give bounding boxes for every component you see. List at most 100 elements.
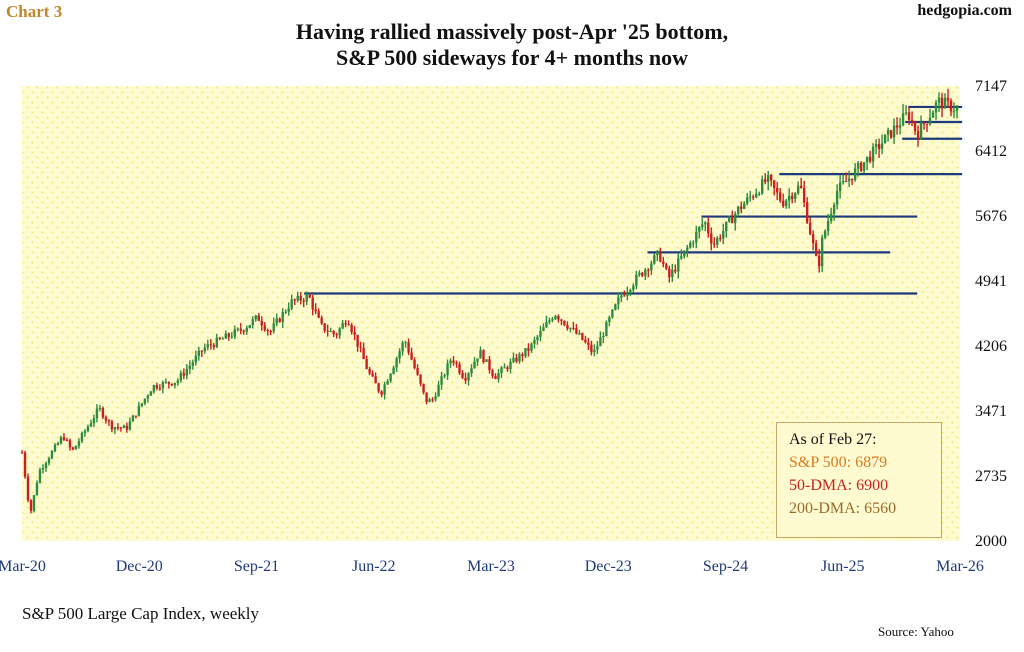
down-bar [368,366,371,376]
price-bars [20,88,959,514]
down-bar [125,422,129,433]
up-bar [919,115,923,140]
up-bar [230,332,233,339]
down-bar [212,343,215,350]
up-bar [545,315,548,328]
up-bar [767,170,770,191]
up-bar [251,316,254,329]
up-bar [569,327,572,333]
down-bar [182,368,186,380]
down-bar [707,216,710,238]
down-bar [665,262,668,271]
down-bar [859,161,863,173]
up-bar [737,205,740,217]
up-bar [716,236,719,249]
down-bar [317,308,320,319]
up-bar [952,102,956,119]
down-bar [584,335,587,344]
down-bar [587,337,590,350]
up-bar [95,404,99,423]
down-bar [641,271,644,278]
up-bar [35,480,39,496]
down-bar [710,227,713,251]
up-bar [38,467,42,484]
down-bar [778,188,782,203]
up-bar [892,118,896,144]
up-bar [749,190,752,202]
down-bar [713,237,716,248]
up-bar [275,313,278,327]
down-bar [65,437,69,442]
up-bar [146,394,150,403]
down-bar [799,177,803,189]
up-bar [485,359,488,363]
up-bar [734,211,737,231]
down-bar [808,217,812,236]
down-bar [844,172,848,182]
up-bar [341,320,344,330]
down-bar [802,180,806,208]
down-bar [200,350,204,358]
up-bar [838,175,842,199]
up-bar [683,250,686,259]
down-bar [566,321,569,331]
up-bar [338,327,341,339]
up-bar [248,324,251,329]
down-bar [302,298,305,308]
down-bar [158,384,162,391]
up-bar [832,202,836,221]
down-bar [889,129,893,140]
up-bar [596,341,599,355]
up-bar [680,249,683,260]
down-bar [374,372,377,384]
down-bar [488,356,491,374]
x-tick-label: Mar-23 [467,558,515,575]
down-bar [323,323,326,333]
down-bar [314,303,317,315]
up-bar [392,365,395,375]
down-bar [419,374,422,387]
note-200dma-value: 200-DMA: 6560 [789,500,897,517]
up-bar [41,464,45,474]
up-bar [853,163,857,182]
up-bar [272,317,275,334]
down-bar [320,315,323,325]
up-bar [398,348,401,364]
down-bar [877,138,881,158]
up-bar [500,365,503,378]
up-bar [449,358,452,368]
down-bar [68,438,72,451]
down-bar [895,117,899,135]
down-bar [266,328,269,336]
up-bar [617,292,620,310]
chart-title-line2: S&P 500 sideways for 4+ months now [336,45,688,70]
x-tick-label: Sep-21 [234,558,279,575]
up-bar [856,160,860,177]
down-bar [353,326,356,341]
up-bar [823,229,827,240]
down-bar [332,330,335,338]
latest-values-box: As of Feb 27: S&P 500: 6879 50-DMA: 6900… [776,422,942,538]
up-bar [254,314,257,322]
up-bar [692,240,695,248]
down-bar [527,343,530,357]
down-bar [422,383,425,395]
down-bar [269,329,272,336]
x-tick-label: Mar-26 [936,558,984,575]
down-bar [674,264,677,274]
up-bar [826,213,830,236]
down-bar [107,419,111,426]
down-bar [293,298,296,306]
down-bar [29,499,33,514]
up-bar [113,426,117,434]
up-bar [746,193,749,206]
note-50dma-value: 50-DMA: 6900 [789,477,889,494]
down-bar [431,397,434,403]
up-bar [188,360,192,375]
up-bar [611,309,614,319]
down-bar [775,181,779,201]
down-bar [260,316,263,331]
up-bar [602,332,605,344]
down-bar [575,323,578,335]
